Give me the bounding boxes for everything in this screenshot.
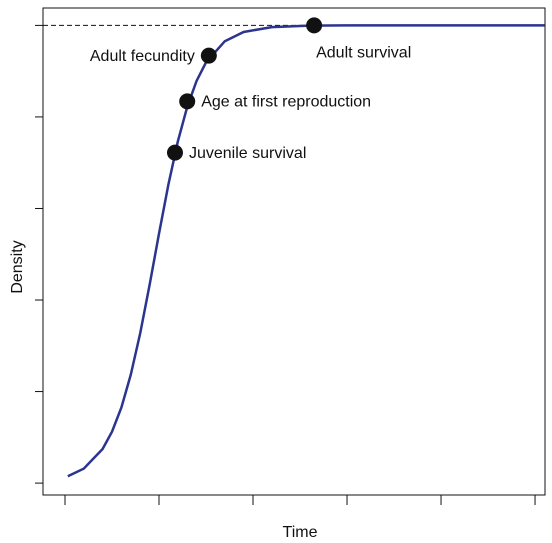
x-axis-label: Time — [283, 524, 318, 541]
point — [179, 93, 196, 110]
point-label: Adult fecundity — [90, 48, 195, 65]
point-label: Adult survival — [316, 45, 411, 62]
point — [200, 47, 217, 64]
point-label: Juvenile survival — [189, 145, 306, 162]
point — [166, 144, 183, 161]
point — [306, 17, 323, 34]
point-label: Age at first reproduction — [201, 94, 371, 111]
curve — [67, 24, 545, 478]
y-axis-label: Density — [9, 240, 26, 293]
plot-frame — [42, 7, 546, 496]
